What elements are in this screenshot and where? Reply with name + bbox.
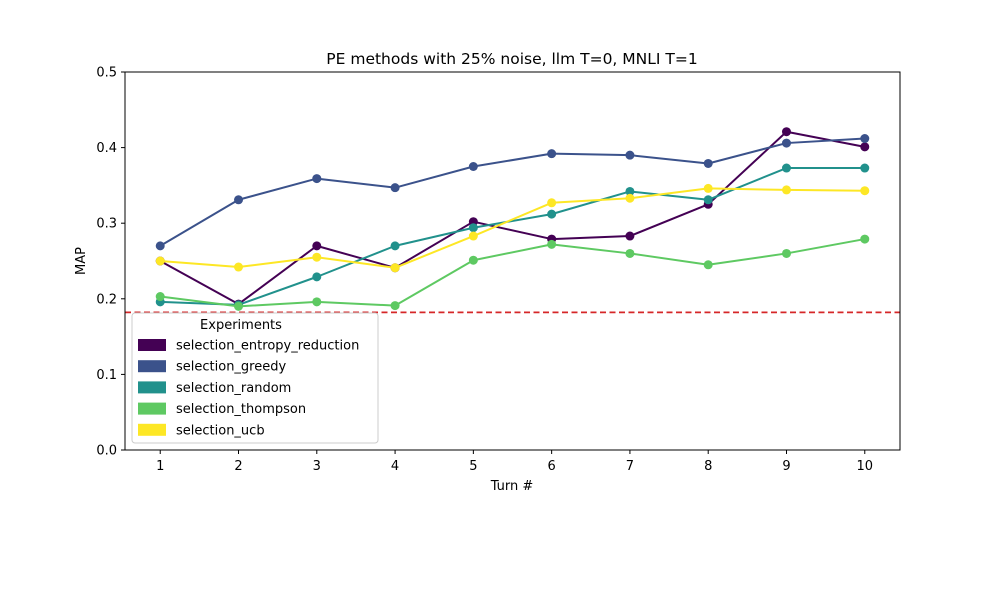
data-point-selection_ucb	[155, 256, 165, 266]
data-point-selection_random	[312, 272, 322, 282]
legend-label: selection_thompson	[176, 402, 306, 417]
data-point-selection_random	[390, 241, 400, 251]
y-tick-label: 0.2	[96, 292, 117, 307]
legend-title: Experiments	[200, 318, 282, 333]
data-point-selection_thompson	[155, 292, 165, 302]
legend-box	[131, 312, 379, 444]
x-tick-label: 4	[391, 459, 399, 474]
legend: Experiments selection_entropy_reductionse…	[131, 312, 379, 444]
data-point-selection_entropy_reduction	[625, 231, 635, 241]
x-tick-label: 8	[704, 459, 712, 474]
y-tick-label: 0.5	[96, 66, 117, 81]
data-point-selection_thompson	[860, 234, 870, 244]
x-tick-label: 10	[856, 459, 873, 474]
legend-swatch-selection_thompson	[138, 402, 166, 415]
data-point-selection_random	[468, 223, 478, 233]
x-tick-label: 3	[313, 459, 321, 474]
data-point-selection_random	[625, 186, 635, 196]
y-tick-label: 0.1	[96, 368, 117, 383]
plot-area: 0.0 0.1 0.2 0.3 0.4 0.5 1 2 3 4 5 6 7 8 9 10	[96, 66, 901, 474]
series-line-selection_greedy	[159, 137, 865, 247]
data-point-selection_greedy	[781, 138, 791, 148]
y-tick-label: 0.0	[96, 444, 117, 459]
data-point-selection_thompson	[234, 301, 244, 311]
series-line-selection_entropy_reduction	[159, 130, 865, 306]
data-point-selection_entropy_reduction	[781, 127, 791, 137]
data-point-selection_thompson	[625, 248, 635, 258]
data-point-selection_thompson	[390, 301, 400, 311]
data-point-selection_greedy	[390, 183, 400, 193]
data-point-selection_ucb	[312, 252, 322, 262]
data-point-selection_ucb	[703, 183, 713, 193]
legend-label: selection_ucb	[176, 423, 265, 438]
x-tick-label: 1	[156, 459, 164, 474]
data-point-selection_thompson	[703, 260, 713, 270]
data-point-selection_greedy	[234, 195, 244, 205]
data-point-selection_ucb	[860, 186, 870, 196]
chart-title: PE methods with 25% noise, llm T=0, MNLI…	[326, 50, 697, 68]
y-tick-label: 0.3	[96, 217, 117, 232]
x-tick-label: 9	[782, 459, 790, 474]
data-point-selection_thompson	[312, 297, 322, 307]
data-point-selection_greedy	[625, 150, 635, 160]
data-point-selection_greedy	[468, 162, 478, 171]
x-tick-label: 7	[626, 459, 634, 474]
legend-swatch-selection_ucb	[138, 423, 166, 436]
data-point-selection_random	[781, 163, 791, 173]
data-point-selection_thompson	[781, 248, 791, 258]
x-tick-label: 5	[469, 459, 477, 474]
data-point-selection_greedy	[547, 149, 557, 159]
legend-swatch-selection_entropy_reduction	[138, 339, 166, 351]
data-point-selection_greedy	[312, 174, 322, 184]
data-point-selection_greedy	[155, 241, 165, 251]
data-point-selection_random	[860, 163, 870, 173]
legend-label: selection_greedy	[176, 360, 286, 375]
data-point-selection_ucb	[547, 198, 557, 208]
series-line-selection_thompson	[160, 238, 865, 308]
legend-label: selection_random	[176, 381, 291, 396]
data-point-selection_random	[703, 195, 713, 205]
series-line-selection_random	[160, 167, 865, 306]
data-point-selection_entropy_reduction	[312, 241, 322, 251]
data-point-selection_ucb	[625, 193, 635, 203]
data-point-selection_thompson	[468, 255, 478, 265]
data-point-selection_entropy_reduction	[860, 142, 870, 152]
y-axis-label: MAP	[74, 247, 89, 275]
legend-label: selection_entropy_reduction	[176, 339, 359, 354]
data-point-selection_thompson	[547, 239, 557, 249]
data-point-selection_ucb	[781, 185, 791, 195]
data-point-selection_greedy	[860, 134, 870, 144]
data-point-selection_ucb	[468, 231, 478, 241]
axes-frame	[124, 71, 901, 451]
y-tick-label: 0.4	[96, 141, 117, 156]
data-point-selection_ucb	[234, 262, 244, 272]
data-point-selection_ucb	[390, 263, 400, 273]
x-tick-label: 6	[548, 459, 556, 474]
series-line-selection_ucb	[160, 187, 865, 269]
data-point-selection_random	[547, 209, 557, 219]
legend-swatch-selection_random	[138, 381, 166, 394]
legend-swatch-selection_greedy	[138, 360, 166, 373]
data-point-selection_greedy	[703, 158, 713, 168]
x-axis-label: Turn #	[490, 479, 534, 494]
x-tick-label: 2	[234, 459, 242, 474]
